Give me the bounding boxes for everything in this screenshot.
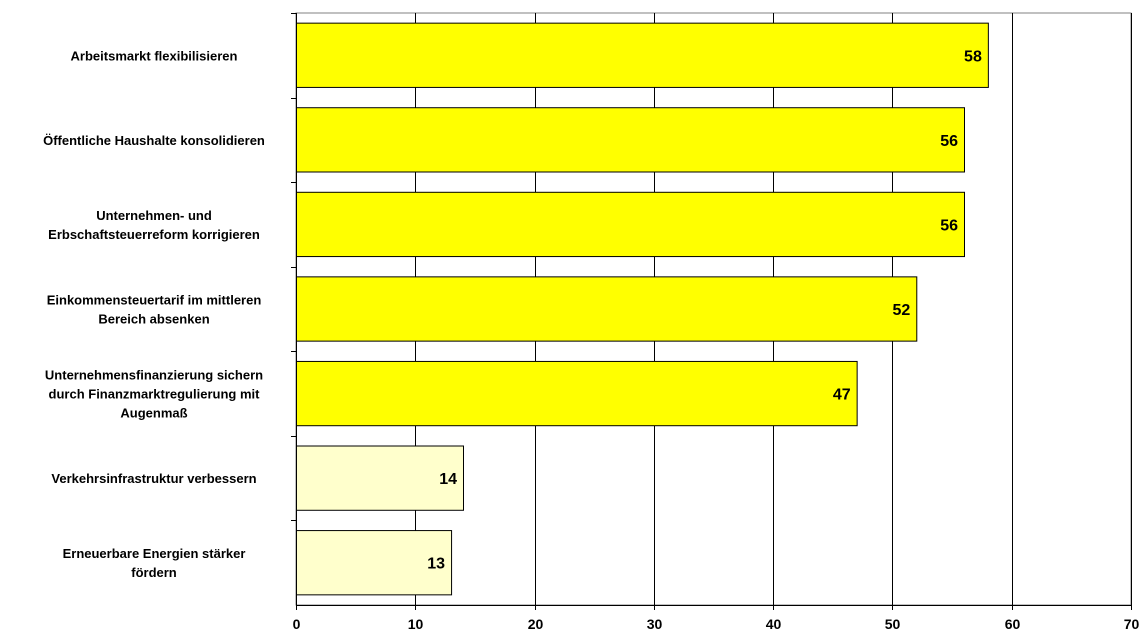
category-label: Arbeitsmarkt flexibilisieren [71, 48, 238, 63]
x-tick-labels: 0 10 20 30 40 50 60 70 [293, 616, 1140, 632]
category-labels: Arbeitsmarkt flexibilisieren Öffentliche … [43, 48, 265, 580]
data-label: 14 [439, 471, 457, 488]
data-label: 58 [964, 48, 982, 65]
x-tick-label: 0 [293, 616, 301, 632]
bar [296, 276, 918, 342]
category-label: Öffentliche Haushalte konsolidieren [43, 133, 265, 148]
bar [296, 445, 464, 511]
data-label: 52 [892, 302, 910, 319]
x-tick-label: 30 [647, 616, 663, 632]
x-tick-label: 60 [1005, 616, 1021, 632]
x-tick-label: 70 [1124, 616, 1140, 632]
bars [296, 22, 989, 596]
data-label: 56 [940, 217, 958, 234]
bar [296, 530, 453, 596]
data-label: 13 [427, 556, 445, 573]
category-label: Einkommensteuertarif im mittleren Bereich… [47, 293, 262, 327]
x-tick-label: 50 [885, 616, 901, 632]
x-tick-label: 40 [766, 616, 782, 632]
bar [296, 191, 965, 258]
data-label: 47 [833, 387, 851, 404]
category-label: Verkehrsinfrastruktur verbessern [51, 471, 256, 486]
x-tick-label: 10 [408, 616, 424, 632]
bar [296, 107, 965, 173]
axes [291, 13, 1132, 610]
bar [296, 360, 858, 427]
x-tick-label: 20 [528, 616, 544, 632]
category-label: Erneuerbare Energien stärker fördern [63, 546, 246, 580]
data-labels: 58 56 56 52 47 14 13 [427, 48, 982, 572]
category-label: Unternehmen- und Erbschaftsteuerreform ko… [48, 208, 260, 242]
bar [296, 22, 989, 88]
data-label: 56 [940, 133, 958, 150]
category-label: Unternehmensfinanzierung sichern durch Fi… [45, 368, 263, 421]
